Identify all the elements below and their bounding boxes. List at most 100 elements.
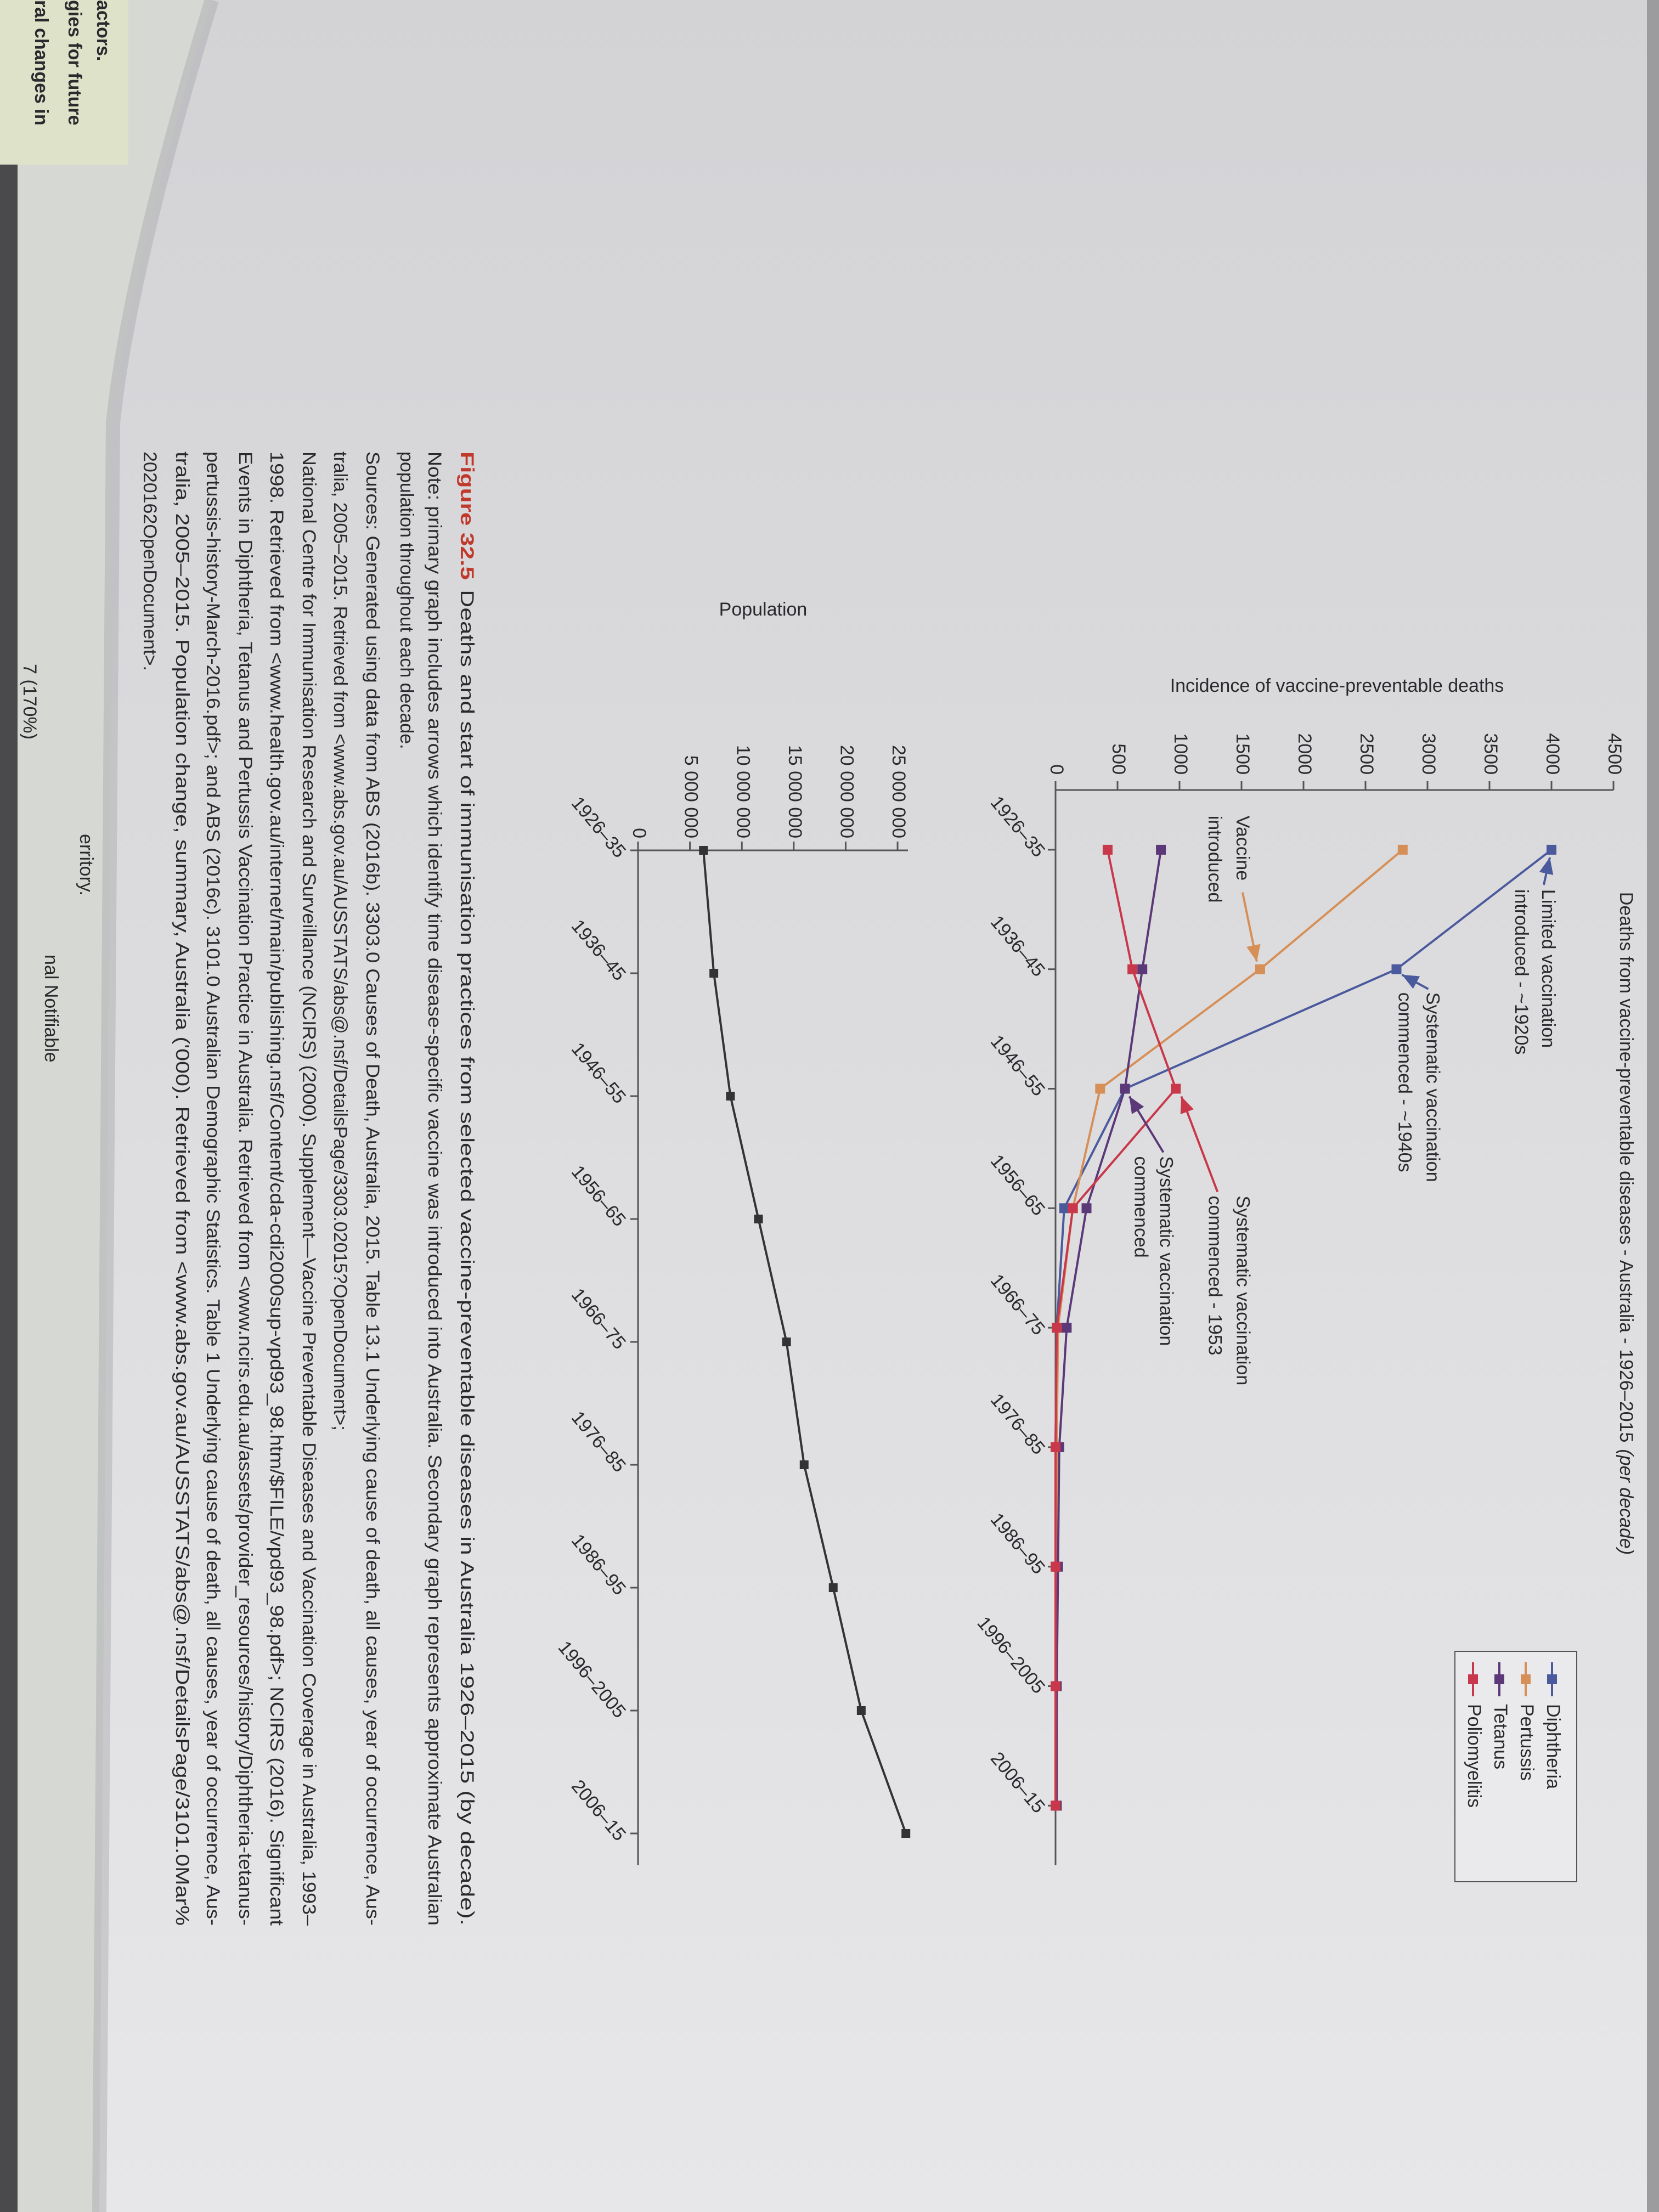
y-tick-label: 1500 — [1232, 733, 1253, 775]
y-tick-label: 15 000 000 — [785, 745, 805, 838]
point — [1081, 1203, 1092, 1214]
point — [1391, 964, 1402, 974]
caption-line: population throughout each decade. — [396, 452, 417, 749]
y-tick-label: 2000 — [1294, 733, 1315, 775]
annotation: Systematic vaccination — [1232, 1196, 1253, 1386]
annotation: introduced — [1204, 816, 1225, 903]
legend-marker — [1547, 1674, 1557, 1684]
point — [1051, 1442, 1060, 1452]
point — [1255, 964, 1265, 974]
point — [856, 1706, 866, 1715]
point — [1068, 1203, 1078, 1214]
legend-label: Tetanus — [1490, 1704, 1511, 1769]
y-tick-label: 20 000 000 — [836, 745, 857, 838]
caption-line: tralia, 2005–2015. Population change, su… — [172, 452, 193, 1926]
y-tick-label: 5 000 000 — [681, 755, 702, 838]
y-tick-label: 2500 — [1356, 733, 1377, 775]
title-note: (per decade) — [1616, 1449, 1637, 1555]
page-edge — [1647, 0, 1659, 2212]
left-page-text: erritory. — [76, 834, 97, 896]
point — [1156, 844, 1166, 855]
annotation: commenced - 1953 — [1204, 1196, 1225, 1356]
arrow-head — [1402, 974, 1420, 989]
caption-line: 1998. Retrieved from <www.health.gov.au/… — [266, 452, 287, 1926]
legend-marker — [1521, 1674, 1531, 1684]
y-axis-label: Population — [719, 599, 808, 620]
point — [1095, 1084, 1105, 1094]
y-tick-label: 25 000 000 — [888, 745, 909, 838]
legend-marker — [1494, 1674, 1504, 1684]
caption-line: Note: primary graph includes arrows whic… — [424, 452, 445, 1926]
point — [1127, 964, 1138, 974]
caption-line: 2020162OpenDocument>. — [139, 452, 160, 671]
figure-title: Deaths and start of immunisation practic… — [456, 590, 477, 1926]
desk-edge — [0, 165, 18, 2212]
y-tick-label: 10 000 000 — [732, 745, 753, 838]
caption-line: pertussis-history-March-2016.pdf>; and A… — [202, 452, 223, 1926]
legend-box — [1454, 1651, 1577, 1882]
point — [1052, 1323, 1062, 1333]
caption-line: National Centre for Immunisation Researc… — [298, 452, 319, 1926]
legend-label: Diphtheria — [1543, 1704, 1564, 1789]
left-page — [0, 0, 212, 2212]
annotation-arrow — [1180, 1096, 1219, 1193]
annotation: Limited vaccination — [1538, 889, 1559, 1048]
point — [726, 1092, 735, 1101]
legend-label: Poliomyelitis — [1464, 1704, 1485, 1808]
annotation: commenced - ~1940s — [1395, 992, 1415, 1172]
point — [754, 1215, 763, 1223]
point — [1051, 1801, 1060, 1811]
point — [1137, 964, 1148, 974]
annotation: Systematic vaccination — [1423, 992, 1443, 1182]
figure-number: Figure 32.5 — [456, 452, 477, 580]
point — [1547, 844, 1556, 855]
point — [799, 1460, 809, 1469]
y-tick-label: 0 — [629, 828, 650, 838]
caption-title: Figure 32.5 Deaths and start of immunisat… — [456, 452, 477, 1926]
caption-line: Sources: Generated using data from ABS (… — [362, 452, 383, 1926]
left-page-text: nal Notifiable — [41, 955, 61, 1063]
annotation: introduced - ~1920s — [1511, 889, 1532, 1054]
y-tick-label: 500 — [1108, 743, 1129, 775]
legend-label: Pertussis — [1516, 1704, 1537, 1781]
annotation: Vaccine — [1232, 816, 1253, 881]
point — [1171, 1084, 1181, 1094]
y-tick-label: 0 — [1046, 764, 1067, 775]
arrow-head — [1180, 1096, 1194, 1115]
arrow-head — [1129, 1096, 1144, 1114]
point — [1051, 1681, 1060, 1691]
annotation: commenced — [1131, 1156, 1152, 1258]
point — [1059, 1203, 1069, 1214]
title-main: Deaths from vaccine-preventable diseases… — [1616, 892, 1637, 1443]
arrow-head — [1539, 857, 1554, 875]
legend-marker — [1468, 1674, 1478, 1684]
left-page-text: ral changes in — [31, 0, 52, 126]
left-page-text: actors. — [93, 0, 114, 61]
y-tick-label: 4000 — [1542, 733, 1563, 775]
left-page-text: gies for future — [64, 0, 85, 126]
y-tick-label: 4500 — [1604, 733, 1625, 775]
point — [709, 969, 719, 978]
caption-line: tralia, 2005–2015. Retrieved from <www.a… — [330, 452, 351, 1431]
arrow-head — [1246, 944, 1261, 962]
y-axis-label: Incidence of vaccine-preventable deaths — [1170, 675, 1504, 696]
point — [901, 1829, 911, 1838]
chart-title: Deaths from vaccine-preventable diseases… — [1616, 892, 1637, 1555]
y-tick-label: 1000 — [1170, 733, 1191, 775]
point — [1051, 1561, 1060, 1572]
point — [782, 1338, 791, 1346]
point — [699, 846, 708, 855]
y-tick-label: 3500 — [1480, 733, 1501, 775]
point — [1397, 844, 1408, 855]
point — [828, 1583, 838, 1592]
left-page-text: 7 (170%) — [19, 664, 40, 740]
annotation: Systematic vaccination — [1156, 1156, 1177, 1346]
point — [1102, 844, 1113, 855]
caption-line: Events in Diphtheria, Tetanus and Pertus… — [235, 452, 256, 1926]
highlight — [0, 0, 128, 165]
point — [1120, 1084, 1130, 1094]
